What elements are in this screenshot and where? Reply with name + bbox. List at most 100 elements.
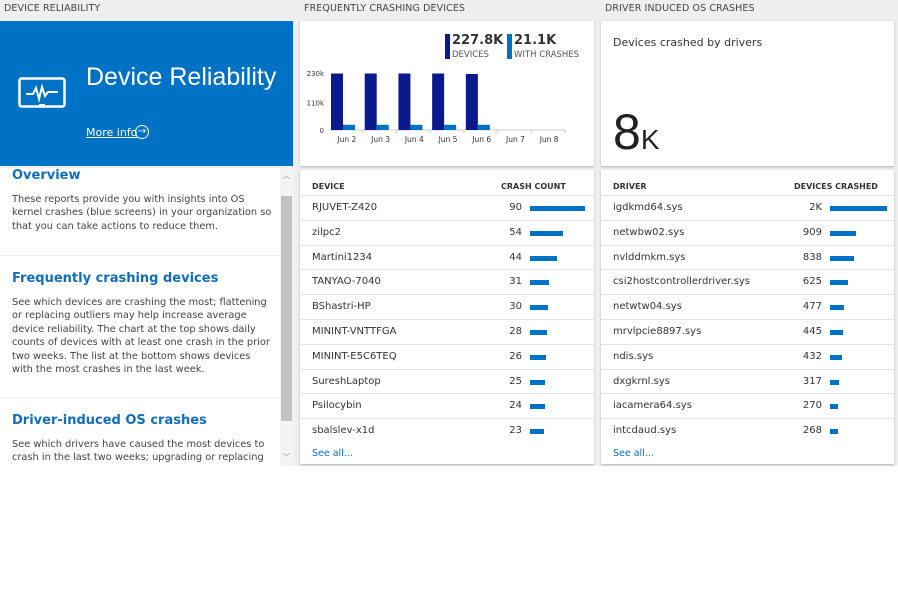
table-row[interactable]: netwbw02.sys 909 <box>601 219 894 245</box>
bar-with-crashes[interactable] <box>376 124 389 130</box>
divider <box>0 397 280 398</box>
hero-title: Device Reliability <box>86 63 277 91</box>
x-tick-label: Jun 4 <box>404 135 424 144</box>
table-row[interactable]: netwtw04.sys 477 <box>601 294 894 319</box>
row-name: intcdaud.sys <box>613 425 677 437</box>
info-scrollbar[interactable]: ︿ ﹀ <box>280 168 293 466</box>
table-row[interactable]: SureshLaptop 25 <box>300 368 594 394</box>
driver-crashes-block: Driver-induced OS crashes See which drive… <box>12 413 274 466</box>
drivers-see-all-link[interactable]: See all... <box>613 448 654 459</box>
row-value: 23 <box>509 425 522 437</box>
devices-label: DEVICES <box>452 50 489 60</box>
table-row[interactable]: iacamera64.sys 270 <box>601 393 894 418</box>
row-value: 54 <box>509 226 522 238</box>
bar-devices[interactable] <box>398 73 411 130</box>
x-tick-label: Jun 3 <box>370 135 390 144</box>
driver-table: DRIVER DEVICES CRASHED igdkmd64.sys 2K net… <box>601 170 894 464</box>
row-name: RJUVET-Z420 <box>312 202 378 213</box>
section-title-frequently-crashing: FREQUENTLY CRASHING DEVICES <box>304 3 466 14</box>
row-bar <box>830 354 843 360</box>
table-row[interactable]: nvlddmkm.sys 838 <box>601 244 894 270</box>
row-name: dxgkrnl.sys <box>613 375 670 387</box>
arrow-circle-icon[interactable]: → <box>135 125 149 139</box>
big-unit: K <box>640 124 660 155</box>
driver-crash-count: 8K <box>613 103 660 161</box>
row-value: 838 <box>802 251 822 263</box>
row-bar <box>830 305 844 311</box>
row-bar <box>530 379 546 385</box>
scroll-down-icon[interactable]: ﹀ <box>282 453 291 462</box>
device-reliability-tile[interactable]: Device Reliability More info → <box>0 21 293 166</box>
crashes-legend-swatch <box>507 34 512 59</box>
table-row[interactable]: sbalslev-x1d 23 <box>300 418 594 443</box>
row-bar <box>830 280 848 286</box>
row-bar <box>830 330 843 335</box>
row-value: 28 <box>509 326 522 337</box>
row-name: MININT-E5C6TEQ <box>312 350 397 362</box>
driver-column-header[interactable]: DRIVER <box>613 182 647 191</box>
row-value: 909 <box>802 226 822 238</box>
table-row[interactable]: TANYAO-7040 31 <box>300 269 594 294</box>
table-row[interactable]: MININT-E5C6TEQ 26 <box>300 343 594 369</box>
more-info-link[interactable]: More info <box>86 126 138 139</box>
section-title-device-reliability: DEVICE RELIABILITY <box>4 3 101 14</box>
row-name: Psilocybin <box>312 400 362 412</box>
device-table: DEVICE CRASH COUNT RJUVET-Z420 90 zilpc2 54… <box>300 170 594 464</box>
table-row[interactable]: BShastri-HP 30 <box>300 294 594 319</box>
row-value: 432 <box>802 350 822 362</box>
row-bar <box>830 230 856 236</box>
bar-with-crashes[interactable] <box>444 124 457 130</box>
row-bar <box>830 255 854 261</box>
scroll-up-icon[interactable]: ︿ <box>282 171 291 180</box>
row-bar <box>830 429 838 435</box>
table-row[interactable]: Martini1234 44 <box>300 244 594 270</box>
bar-with-crashes[interactable] <box>343 124 355 130</box>
driver-crashes-text: See which drivers have caused the most d… <box>12 439 265 466</box>
table-row[interactable]: csi2hostcontrollerdriver.sys 625 <box>601 269 894 294</box>
devices-crashed-column-header[interactable]: DEVICES CRASHED <box>794 182 878 191</box>
row-value: 268 <box>802 425 822 437</box>
row-value: 26 <box>509 350 522 362</box>
driver-crashes-tile[interactable]: Devices crashed by drivers 8K <box>601 21 894 166</box>
row-value: 30 <box>509 301 522 313</box>
x-tick-label: Jun 6 <box>471 135 491 144</box>
row-bar <box>530 206 585 211</box>
bar-with-crashes[interactable] <box>410 124 423 130</box>
table-row[interactable]: igdkmd64.sys 2K <box>601 195 894 220</box>
bar-devices[interactable] <box>364 73 377 130</box>
crash-chart-tile[interactable]: 227.8K DEVICES 21.1K WITH CRASHES 0 110k 2… <box>300 21 594 166</box>
table-row[interactable]: dxgkrnl.sys 317 <box>601 368 894 394</box>
table-row[interactable]: RJUVET-Z420 90 <box>300 195 594 220</box>
row-value: 44 <box>509 251 522 263</box>
table-row[interactable]: MININT-VNTTFGA 28 <box>300 319 594 344</box>
scrollbar-thumb[interactable] <box>281 196 292 421</box>
row-bar <box>830 379 840 385</box>
x-tick-label: Jun 2 <box>336 135 356 144</box>
row-value: 625 <box>802 276 822 288</box>
device-column-header[interactable]: DEVICE <box>312 182 345 191</box>
table-row[interactable]: ndis.sys 432 <box>601 343 894 369</box>
row-bar <box>530 429 545 435</box>
overview-text: These reports provide you with insights … <box>12 194 272 232</box>
row-value: 477 <box>802 301 822 313</box>
row-bar <box>530 354 546 360</box>
devices-see-all-link[interactable]: See all... <box>312 448 353 459</box>
table-row[interactable]: Psilocybin 24 <box>300 393 594 418</box>
row-name: netwtw04.sys <box>613 301 682 313</box>
row-bar <box>530 305 549 311</box>
frequently-crashing-block: Frequently crashing devices See which dev… <box>12 271 274 376</box>
row-value: 31 <box>509 276 522 288</box>
table-row[interactable]: intcdaud.sys 268 <box>601 418 894 443</box>
crash-count-column-header[interactable]: CRASH COUNT <box>501 182 566 191</box>
row-name: netwbw02.sys <box>613 226 685 238</box>
table-row[interactable]: zilpc2 54 <box>300 219 594 245</box>
row-value: 2K <box>809 202 822 213</box>
row-bar <box>530 404 545 410</box>
bar-devices[interactable] <box>465 73 478 130</box>
row-name: TANYAO-7040 <box>312 276 381 288</box>
bar-devices[interactable] <box>331 73 343 130</box>
table-row[interactable]: mrvlpcie8897.sys 445 <box>601 319 894 344</box>
bar-with-crashes[interactable] <box>477 124 490 130</box>
y-tick-label: 0 <box>320 127 324 135</box>
bar-devices[interactable] <box>432 73 445 130</box>
